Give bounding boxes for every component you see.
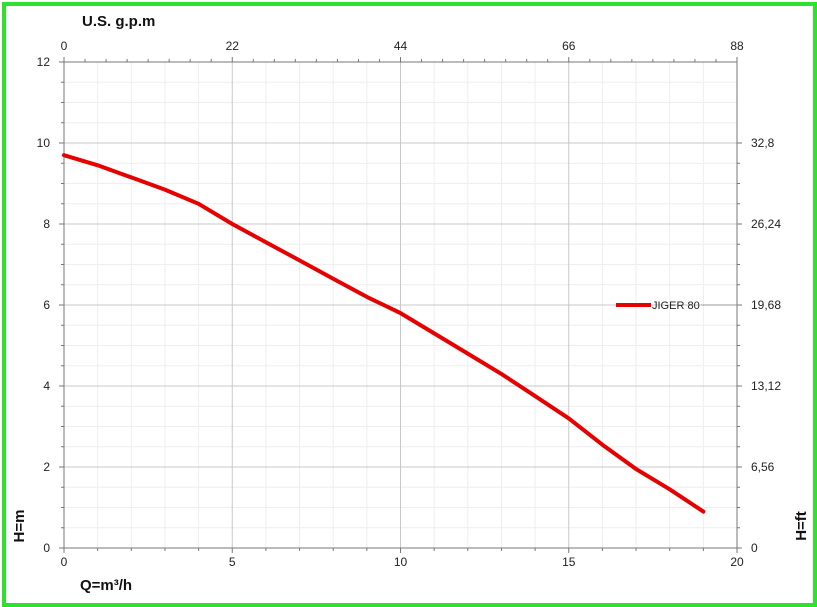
y-tick-label-right: 0 bbox=[751, 541, 758, 555]
legend-label: JIGER 80 bbox=[652, 300, 700, 312]
y-axis-title-left: H=m bbox=[11, 510, 28, 543]
y-tick-label-left: 6 bbox=[43, 298, 50, 312]
series-line bbox=[62, 153, 706, 514]
x-axis-title-bottom: Q=m³/h bbox=[80, 577, 132, 594]
series-layer bbox=[62, 153, 706, 514]
y-tick-label-left: 12 bbox=[37, 55, 51, 69]
y-tick-label-right: 6,56 bbox=[751, 460, 775, 474]
x-tick-label-top: 66 bbox=[562, 39, 576, 53]
x-tick-label-top: 0 bbox=[61, 39, 68, 53]
legend: JIGER 80 bbox=[616, 300, 737, 312]
y-tick-label-left: 4 bbox=[43, 379, 50, 393]
y-axis-title-right: H=ft bbox=[793, 511, 810, 541]
x-tick-label-bottom: 20 bbox=[730, 555, 744, 569]
pump-curve-chart: 0 5 10 15 20 0 22 44 66 88 0 2 4 6 8 10 12 0 6,56 13,12 19,6… bbox=[11, 13, 810, 594]
axes bbox=[59, 57, 742, 553]
y-tick-label-right: 13,12 bbox=[751, 379, 781, 393]
x-tick-label-bottom: 15 bbox=[562, 555, 576, 569]
x-tick-label-bottom: 0 bbox=[61, 555, 68, 569]
y-tick-label-left: 0 bbox=[43, 541, 50, 555]
x-tick-label-top: 88 bbox=[730, 39, 744, 53]
x-tick-label-bottom: 10 bbox=[394, 555, 408, 569]
y-tick-label-right: 26,24 bbox=[751, 217, 781, 231]
x-tick-label-top: 44 bbox=[394, 39, 408, 53]
y-tick-label-left: 8 bbox=[43, 217, 50, 231]
y-tick-label-left: 10 bbox=[37, 136, 51, 150]
y-tick-label-left: 2 bbox=[43, 460, 50, 474]
tick-labels: 0 5 10 15 20 0 22 44 66 88 0 2 4 6 8 10 12 0 6,56 13,12 19,6… bbox=[37, 39, 782, 569]
y-tick-label-right: 32,8 bbox=[751, 136, 775, 150]
x-axis-title-top: U.S. g.p.m bbox=[82, 13, 155, 30]
y-tick-label-right: 19,68 bbox=[751, 298, 781, 312]
x-tick-label-top: 22 bbox=[226, 39, 240, 53]
x-tick-label-bottom: 5 bbox=[229, 555, 236, 569]
